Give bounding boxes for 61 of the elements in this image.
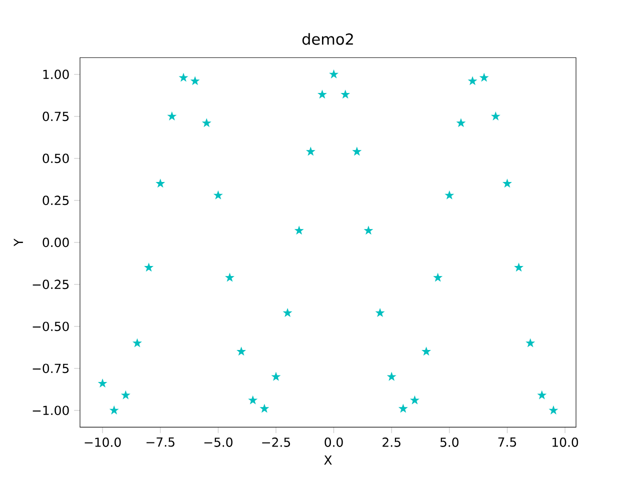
point	[364, 226, 373, 234]
y-tick-label: 0.75	[42, 112, 69, 122]
point	[538, 390, 546, 399]
point	[502, 179, 512, 188]
point	[352, 147, 362, 156]
point	[549, 406, 558, 414]
point	[318, 90, 326, 98]
point	[156, 179, 165, 188]
y-tick-label: 0.00	[42, 238, 69, 248]
x-tick-label: 0.0	[324, 438, 343, 447]
point	[121, 390, 130, 399]
point	[330, 70, 338, 78]
point	[133, 338, 142, 347]
point	[272, 372, 280, 380]
y-tick-label: 0.50	[42, 154, 69, 164]
x-axis-title: X	[324, 456, 332, 465]
point	[306, 147, 315, 156]
y-tick-label: 0.25	[42, 196, 69, 206]
point	[144, 263, 154, 272]
point	[491, 112, 500, 120]
point	[376, 308, 384, 317]
point	[445, 190, 454, 199]
point	[422, 347, 431, 356]
x-tick-label: −7.5	[146, 438, 174, 447]
x-tick-label: 2.5	[382, 438, 400, 447]
x-tick-label: 7.5	[498, 438, 516, 447]
y-tick-label: −0.75	[32, 364, 69, 374]
y-tick-label: −1.00	[32, 406, 69, 416]
point	[283, 308, 292, 317]
point	[456, 118, 466, 127]
x-tick-label: 5.0	[440, 438, 458, 447]
point	[179, 73, 188, 82]
point	[248, 396, 258, 404]
x-tick-label: 10.0	[552, 438, 578, 447]
point	[514, 263, 524, 272]
point	[202, 118, 211, 127]
point	[98, 379, 107, 388]
point	[214, 190, 222, 199]
point	[168, 112, 176, 120]
y-axis-title: Y	[14, 238, 23, 246]
point	[480, 73, 488, 82]
x-tick-label: −5.0	[204, 438, 232, 447]
point	[190, 76, 200, 85]
y-tick-label: −0.50	[32, 322, 69, 332]
point	[434, 273, 442, 282]
point	[237, 347, 246, 356]
point	[410, 396, 419, 404]
x-tick-label: −10.0	[84, 438, 121, 447]
y-tick-label: 1.00	[43, 70, 69, 80]
point	[341, 90, 350, 98]
point	[468, 76, 477, 85]
point	[226, 273, 234, 282]
y-tick-label: −0.25	[32, 280, 69, 290]
point	[387, 372, 396, 380]
point	[398, 404, 408, 412]
x-tick-label: −2.5	[262, 438, 290, 447]
point	[260, 404, 269, 412]
point	[110, 406, 118, 414]
point	[526, 338, 535, 347]
point	[294, 226, 304, 234]
chart-title: demo2	[302, 33, 353, 45]
